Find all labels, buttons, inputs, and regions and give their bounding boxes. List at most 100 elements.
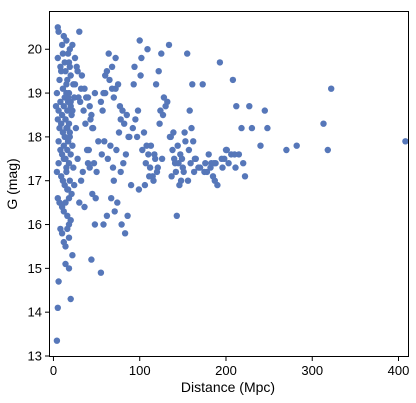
data-point	[135, 186, 143, 193]
data-point	[71, 54, 79, 62]
data-point	[103, 68, 111, 75]
data-point	[293, 142, 300, 149]
data-point	[171, 160, 179, 167]
data-point	[202, 160, 209, 167]
data-point	[65, 89, 73, 97]
data-point	[134, 107, 142, 114]
data-point	[229, 76, 237, 84]
data-point	[172, 168, 180, 176]
data-point	[115, 129, 123, 136]
data-point	[92, 195, 99, 202]
y-tick-label: 16	[28, 217, 42, 232]
data-point	[178, 155, 186, 162]
plot-area	[49, 11, 409, 357]
data-point	[233, 103, 240, 110]
data-point	[69, 142, 76, 149]
data-point	[64, 124, 71, 132]
data-point	[86, 103, 93, 110]
data-point	[80, 107, 87, 114]
data-point	[118, 221, 125, 228]
data-point	[283, 146, 290, 154]
data-point	[66, 177, 74, 184]
data-point	[55, 278, 62, 285]
data-point	[64, 212, 71, 219]
data-point	[136, 37, 143, 44]
data-point	[211, 177, 218, 184]
data-point	[71, 81, 79, 88]
data-point	[121, 120, 128, 127]
data-point	[156, 120, 163, 127]
data-point	[164, 98, 171, 106]
data-point	[91, 221, 99, 228]
data-point	[216, 59, 224, 66]
data-point	[54, 116, 61, 123]
data-point	[184, 50, 191, 57]
y-tick-label: 17	[28, 173, 42, 188]
data-point	[146, 173, 153, 180]
data-point	[87, 116, 94, 123]
data-point	[146, 164, 154, 171]
data-point	[402, 138, 409, 145]
data-point	[111, 208, 118, 215]
data-point	[58, 41, 66, 49]
x-tick-label: 300	[301, 363, 323, 378]
data-point	[52, 103, 60, 110]
data-point	[261, 107, 268, 114]
data-point	[180, 168, 187, 176]
data-point	[55, 138, 62, 145]
data-point	[174, 142, 181, 149]
y-tick-label: 19	[28, 86, 42, 101]
data-point	[76, 199, 83, 206]
data-point	[185, 146, 193, 154]
data-point	[176, 181, 183, 189]
data-point	[64, 225, 71, 233]
y-axis: 13 14 15 16 17 18 19 20	[28, 42, 50, 364]
data-point	[70, 164, 77, 171]
data-point	[158, 50, 165, 57]
data-point	[113, 146, 120, 154]
data-point	[67, 72, 74, 79]
y-tick-label: 18	[28, 129, 42, 144]
data-point	[130, 81, 137, 88]
data-point	[232, 164, 239, 171]
data-point	[67, 217, 74, 224]
data-point	[56, 76, 63, 84]
data-point	[60, 142, 67, 149]
data-point	[59, 85, 67, 92]
data-point	[76, 28, 83, 35]
data-point	[62, 260, 69, 268]
data-point	[65, 195, 73, 202]
data-point	[241, 173, 249, 180]
data-point	[165, 41, 173, 49]
data-point	[58, 68, 65, 75]
x-tick-label: 400	[388, 363, 410, 378]
data-point	[53, 89, 61, 97]
data-point	[240, 160, 247, 167]
data-point	[186, 107, 193, 114]
data-point	[138, 54, 145, 62]
data-point	[98, 151, 106, 158]
data-point	[74, 155, 81, 162]
data-point	[79, 168, 87, 176]
y-tick-label: 15	[28, 261, 42, 276]
data-point	[88, 256, 95, 263]
data-point	[57, 98, 64, 106]
data-point	[132, 116, 139, 123]
data-point	[188, 124, 195, 132]
data-point	[61, 133, 68, 141]
data-point	[160, 94, 168, 101]
data-point	[103, 212, 111, 219]
data-point	[55, 28, 62, 35]
data-point	[122, 151, 130, 158]
data-point	[246, 103, 253, 110]
data-point	[83, 146, 91, 154]
x-axis-title: Distance (Mpc)	[181, 379, 275, 395]
data-point	[109, 164, 117, 171]
data-point	[58, 230, 66, 237]
data-point	[97, 98, 105, 106]
data-point	[62, 116, 69, 123]
data-point	[89, 190, 96, 198]
data-point	[119, 107, 126, 114]
data-point	[64, 186, 71, 193]
data-point	[66, 63, 74, 70]
